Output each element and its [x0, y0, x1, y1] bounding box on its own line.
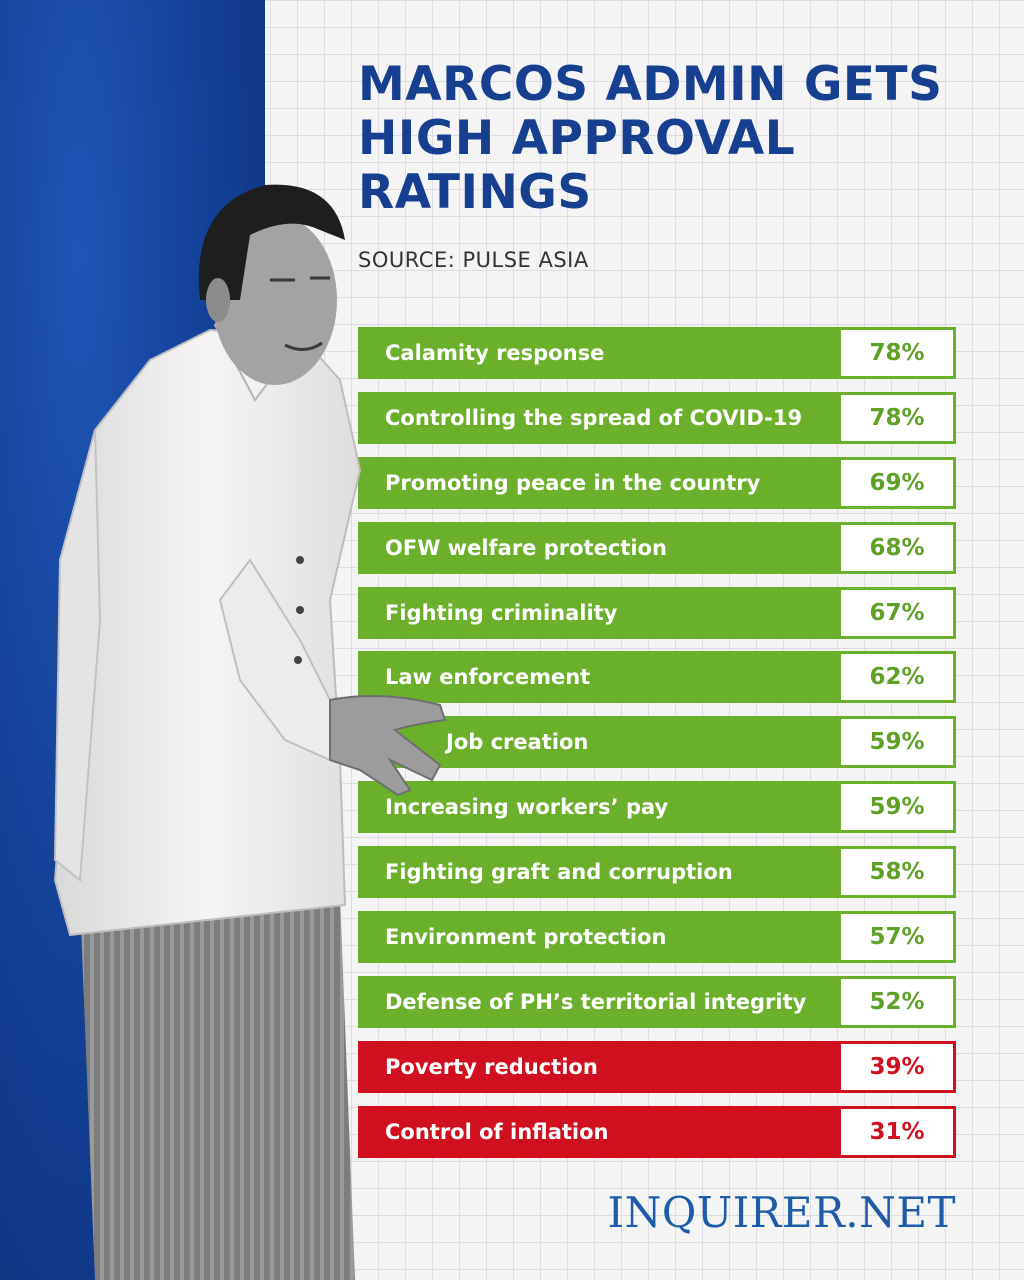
rating-label: Environment protection — [358, 911, 838, 964]
rating-label: Poverty reduction — [358, 1040, 838, 1093]
rating-value: 31% — [838, 1105, 956, 1158]
rating-row: Defense of PH’s territorial integrity 52… — [358, 975, 956, 1028]
rating-row: Environment protection 57% — [358, 911, 956, 964]
rating-label: Law enforcement — [358, 651, 838, 704]
headline-line-1: MARCOS ADMIN GETS — [358, 57, 943, 112]
rating-label: Calamity response — [358, 327, 838, 379]
headline-line-2: HIGH APPROVAL — [358, 111, 796, 166]
rating-value: 62% — [838, 651, 956, 704]
rating-value: 68% — [838, 521, 956, 574]
headline: MARCOS ADMIN GETS HIGH APPROVAL RATINGS — [358, 58, 978, 220]
rating-label: Fighting graft and corruption — [358, 846, 838, 899]
inquirer-logo: INQUIRER.NET — [607, 1188, 956, 1237]
rating-row: Law enforcement 62% — [358, 651, 956, 704]
rating-label: Job creation — [358, 716, 838, 769]
rating-label: Defense of PH’s territorial integrity — [358, 975, 838, 1028]
source-line: SOURCE: PULSE ASIA — [358, 248, 589, 272]
rating-value: 67% — [838, 586, 956, 639]
ratings-list: Calamity response 78% Controlling the sp… — [358, 327, 956, 1171]
blue-background-panel — [0, 0, 265, 1280]
rating-value: 57% — [838, 911, 956, 964]
rating-value: 58% — [838, 846, 956, 899]
rating-value: 78% — [838, 327, 956, 379]
rating-row: OFW welfare protection 68% — [358, 521, 956, 574]
rating-row: Poverty reduction 39% — [358, 1040, 956, 1093]
rating-value: 69% — [838, 456, 956, 509]
rating-label: Control of inflation — [358, 1105, 838, 1158]
rating-label: Controlling the spread of COVID-19 — [358, 391, 838, 444]
rating-value: 59% — [838, 716, 956, 769]
rating-label: Promoting peace in the country — [358, 456, 838, 509]
rating-row: Fighting criminality 67% — [358, 586, 956, 639]
rating-value: 59% — [838, 781, 956, 834]
rating-row: Fighting graft and corruption 58% — [358, 846, 956, 899]
rating-label: Fighting criminality — [358, 586, 838, 639]
rating-row: Promoting peace in the country 69% — [358, 456, 956, 509]
rating-value: 39% — [838, 1040, 956, 1093]
rating-label: OFW welfare protection — [358, 521, 838, 574]
rating-row: Calamity response 78% — [358, 327, 956, 379]
rating-value: 78% — [838, 391, 956, 444]
rating-row: Increasing workers’ pay 59% — [358, 781, 956, 834]
rating-row: Job creation 59% — [358, 716, 956, 769]
headline-line-3: RATINGS — [358, 165, 592, 220]
rating-row: Controlling the spread of COVID-19 78% — [358, 391, 956, 444]
rating-value: 52% — [838, 975, 956, 1028]
rating-label: Increasing workers’ pay — [358, 781, 838, 834]
rating-row: Control of inflation 31% — [358, 1105, 956, 1158]
